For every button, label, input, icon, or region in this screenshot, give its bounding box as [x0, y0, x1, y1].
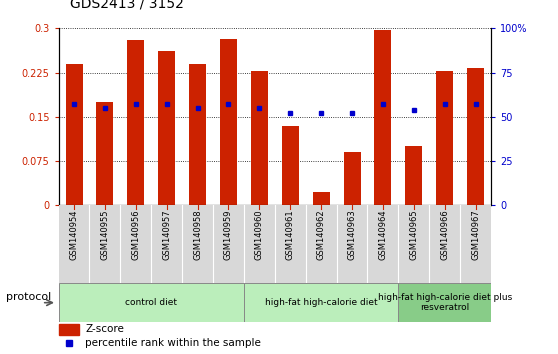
Bar — [398, 283, 491, 322]
Bar — [467, 68, 484, 205]
Text: GSM140955: GSM140955 — [100, 209, 109, 260]
Bar — [244, 283, 398, 322]
Text: GSM140961: GSM140961 — [286, 209, 295, 260]
Text: GSM140954: GSM140954 — [70, 209, 79, 260]
Text: percentile rank within the sample: percentile rank within the sample — [85, 338, 261, 348]
Bar — [374, 30, 391, 205]
Text: high-fat high-calorie diet plus
resveratrol: high-fat high-calorie diet plus resverat… — [378, 293, 512, 312]
Bar — [189, 64, 206, 205]
Bar — [59, 324, 79, 335]
Text: Z-score: Z-score — [85, 324, 124, 334]
Text: GSM140964: GSM140964 — [378, 209, 387, 260]
Text: GSM140967: GSM140967 — [471, 209, 480, 260]
Text: GSM140963: GSM140963 — [348, 209, 357, 260]
Text: GSM140956: GSM140956 — [131, 209, 140, 260]
Text: GSM140966: GSM140966 — [440, 209, 449, 260]
Bar — [405, 146, 422, 205]
Text: GSM140962: GSM140962 — [316, 209, 326, 260]
Text: GSM140960: GSM140960 — [255, 209, 264, 260]
Bar — [436, 71, 453, 205]
Text: GDS2413 / 3152: GDS2413 / 3152 — [70, 0, 184, 11]
Text: protocol: protocol — [6, 292, 51, 302]
Text: high-fat high-calorie diet: high-fat high-calorie diet — [265, 298, 377, 307]
Text: GSM140957: GSM140957 — [162, 209, 171, 260]
Bar — [59, 283, 244, 322]
Bar — [220, 39, 237, 205]
Text: GSM140959: GSM140959 — [224, 209, 233, 260]
Bar — [282, 126, 299, 205]
Text: GSM140958: GSM140958 — [193, 209, 202, 260]
Bar — [251, 72, 268, 205]
Bar — [127, 40, 145, 205]
Text: GSM140965: GSM140965 — [410, 209, 418, 260]
Bar — [344, 152, 360, 205]
Bar — [312, 192, 330, 205]
Text: control diet: control diet — [125, 298, 177, 307]
Bar — [65, 64, 83, 205]
Bar — [97, 102, 113, 205]
Bar — [158, 51, 175, 205]
